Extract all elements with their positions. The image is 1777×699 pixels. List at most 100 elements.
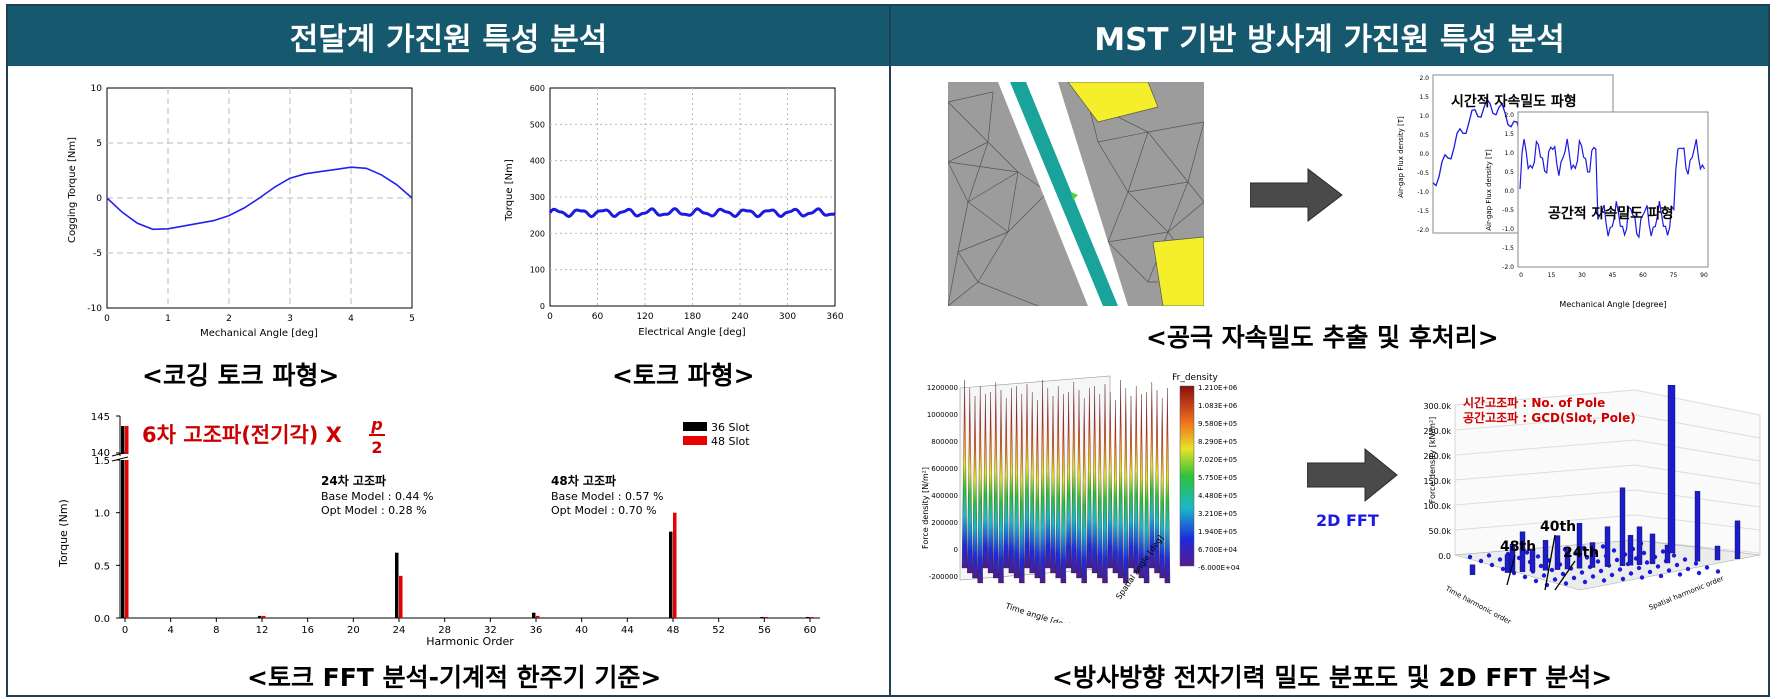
mesh-edge (987, 141, 1019, 173)
label-48th: 48th (1500, 539, 1536, 555)
x-tick-label: 4 (348, 314, 354, 324)
mesh-image (948, 82, 1204, 306)
fft3d-note2: 공간고조파 : GCD(Slot, Pole) (1463, 410, 1636, 425)
surface-x-label: Time angle [deg] (1003, 601, 1072, 623)
h48-opt: Opt Model : 0.70 % (551, 504, 657, 517)
surface-spike (982, 393, 989, 569)
airgap-layer (1010, 82, 1118, 306)
x-tick-label: 90 (1700, 272, 1708, 279)
left-header: 전달계 가진원 특성 분석 (8, 6, 889, 66)
fft-bar (810, 616, 814, 618)
mesh-edge (1147, 131, 1189, 183)
x-tick-label: 12 (256, 625, 269, 636)
colorbar-label: 1.940E+05 (1198, 528, 1237, 536)
mesh-edge (948, 281, 979, 306)
z-tick-label: 1000000 (927, 411, 958, 419)
x-tick-label: 360 (826, 312, 843, 322)
fft3d-dot (1579, 570, 1585, 575)
colorbar-title: Fr_density (1172, 373, 1218, 383)
fft3d-dot (1601, 578, 1607, 583)
y-tick-label: -5 (93, 249, 102, 259)
mesh-edge (1167, 201, 1204, 233)
fft3d-dot (1582, 579, 1588, 585)
surface-spike (1102, 383, 1108, 584)
mesh-edge (948, 91, 994, 103)
x-tick-label: 44 (621, 625, 634, 636)
mesh-edge (977, 281, 1039, 306)
cogging-y-label: Cogging Torque [Nm] (67, 137, 78, 243)
mesh-edge (1007, 171, 1019, 233)
fft3d-dot (1644, 560, 1650, 565)
fft3d-dot (1693, 561, 1699, 566)
fft-bar (760, 616, 764, 618)
mesh-edge (1167, 181, 1189, 233)
time-flux-title: 시간적 자속밀도 파형 (1451, 93, 1577, 110)
y-tick-label: 1.5 (94, 456, 110, 467)
y-tick-label: 1.0 (1419, 113, 1429, 120)
fft3d-y-label: Spatial harmonic order (1648, 574, 1725, 611)
force-density-surface: 1200000 1000000 800000 600000 400000 200000 0 -… (921, 373, 1240, 623)
legend-label-36: 36 Slot (711, 421, 750, 434)
fft3d-dot (1535, 554, 1541, 559)
arrow-48th (1506, 554, 1516, 586)
fft3d-bar (1589, 542, 1596, 568)
mesh-edge (977, 231, 1009, 283)
wall-grid (1454, 489, 1636, 506)
mesh-edge (967, 171, 1019, 203)
wall-grid (1634, 414, 1761, 439)
mesh-edge (1127, 131, 1149, 193)
cogging-torque-chart: Cogging Torque [Nm] 0 1 2 3 4 5 10 5 0 -5 -10 Mech… (67, 84, 415, 339)
mesh-edge (967, 201, 1009, 233)
h24-opt: Opt Model : 0.28 % (321, 504, 427, 517)
torque-waveform-chart: Torque [Nm] 0 60 120 180 240 300 360 600 500 400 3… (504, 84, 844, 338)
x-tick-label: 45 (1609, 272, 1617, 279)
y-tick-label: 0 (96, 194, 102, 204)
wall-grid (1454, 464, 1636, 481)
x-tick-label: 56 (758, 625, 771, 636)
surface-spike (1029, 391, 1035, 574)
fft3d-dot (1533, 578, 1539, 584)
surface-spike (993, 381, 999, 579)
colorbar-label: 5.750E+05 (1198, 474, 1237, 482)
y-tick-label: 1.5 (1504, 131, 1514, 138)
fft3d-dot (1549, 567, 1555, 573)
fft-bar (532, 612, 536, 618)
space-flux-title: 공간적 자속밀도 파형 (1548, 205, 1674, 222)
fft3d-dot (1685, 566, 1691, 572)
surface-spike (1045, 387, 1051, 569)
mesh-edge (1007, 191, 1049, 233)
mesh-edge (1187, 181, 1204, 203)
surface-spike (1091, 385, 1098, 574)
mesh-edge (948, 161, 969, 203)
fft3d-dot (1489, 562, 1495, 568)
surface-spike (1159, 397, 1165, 579)
fft3d-bar (1509, 544, 1516, 573)
fft-bar (806, 616, 810, 618)
mesh-edge (957, 251, 979, 283)
x-tick-label: 28 (438, 625, 451, 636)
y-tick-label: 0.0 (1504, 188, 1514, 195)
torque-series-line (548, 207, 836, 219)
x-tick-label: 60 (592, 312, 604, 322)
fft3d-bar (1504, 554, 1511, 573)
airgap-caption: <공극 자속밀도 추출 및 후처리> (1146, 323, 1499, 352)
fft3d-dot (1614, 557, 1620, 563)
x-tick-label: 24 (393, 625, 406, 636)
fft-caption: <토크 FFT 분석-기계적 한주기 기준> (247, 663, 662, 692)
wall-grid (1454, 389, 1636, 406)
probe-marker (1071, 192, 1078, 200)
fft3d-dot (1617, 567, 1623, 572)
z-tick-label: 400000 (931, 492, 958, 500)
mesh-edge (1127, 191, 1169, 233)
h48-title: 48차 고조파 (551, 473, 616, 488)
fft-bar (125, 460, 129, 618)
y-tick-label: 2.0 (1419, 75, 1429, 82)
fft3d-dot (1671, 553, 1677, 558)
frac-numerator: p (370, 415, 382, 434)
surface-spike (1008, 387, 1015, 574)
fft3d-z-label: Force density [kN/m²] (1428, 417, 1437, 504)
x-tick-label: 1 (165, 314, 171, 324)
fft3d-bar (1649, 533, 1656, 565)
y-tick-label: 1.5 (1419, 94, 1429, 101)
fft3d-bar (1564, 548, 1571, 570)
